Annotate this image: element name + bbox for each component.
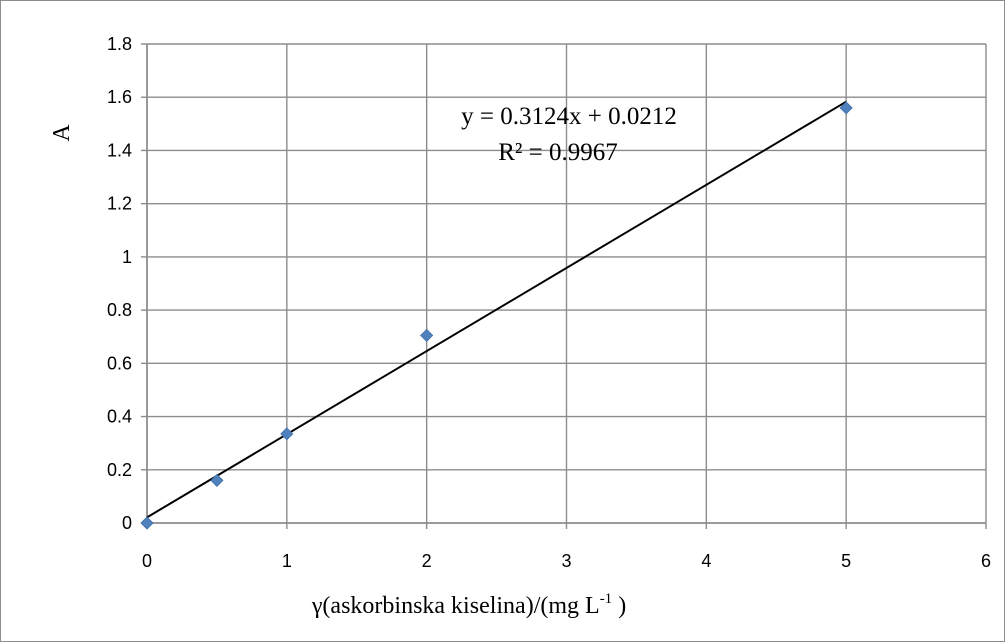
x-tick-label: 3 — [561, 551, 571, 571]
y-tick-label: 1.4 — [107, 140, 132, 160]
data-point-diamond — [280, 427, 294, 441]
y-tick-label: 1.6 — [107, 87, 132, 107]
x-axis-title: γ(askorbinska kiselina)/(mg L-1 ) — [311, 591, 626, 619]
x-tick-label: 2 — [422, 551, 432, 571]
y-tick-label: 1.2 — [107, 194, 132, 214]
y-axis-title: A — [49, 124, 75, 142]
y-tick-label: 0 — [122, 513, 132, 533]
y-tick-label: 0.8 — [107, 300, 132, 320]
y-tick-label: 1.8 — [107, 34, 132, 54]
data-point-diamond — [140, 516, 154, 530]
x-axis-title-superscript: -1 — [600, 591, 613, 607]
trendline-equation: y = 0.3124x + 0.0212 — [461, 103, 677, 130]
data-points — [140, 101, 853, 530]
data-point-diamond — [420, 328, 434, 342]
trendline-layer — [146, 100, 847, 519]
x-tick-label: 6 — [981, 551, 991, 571]
x-tick-label: 1 — [282, 551, 292, 571]
x-axis-title-suffix: ) — [612, 593, 626, 619]
data-point-diamond — [839, 101, 853, 115]
linear-trendline — [146, 100, 847, 519]
y-tick-label: 1 — [122, 247, 132, 267]
x-tick-label: 4 — [701, 551, 711, 571]
y-tick-label: 0.4 — [107, 407, 132, 427]
x-tick-label: 5 — [841, 551, 851, 571]
r-squared-label: R² = 0.9967 — [498, 139, 618, 166]
tick-labels: 0 1 2 3 4 5 6 0 0.2 0.4 0.6 0.8 1 1.2 1.4 1.6 1.8 — [107, 34, 991, 571]
y-tick-label: 0.2 — [107, 460, 132, 480]
x-axis-title-main: γ(askorbinska kiselina)/(mg L — [311, 593, 600, 619]
data-point-diamond — [210, 473, 224, 487]
grid-lines — [146, 43, 987, 524]
x-tick-label: 0 — [142, 551, 152, 571]
y-tick-label: 0.6 — [107, 353, 132, 373]
